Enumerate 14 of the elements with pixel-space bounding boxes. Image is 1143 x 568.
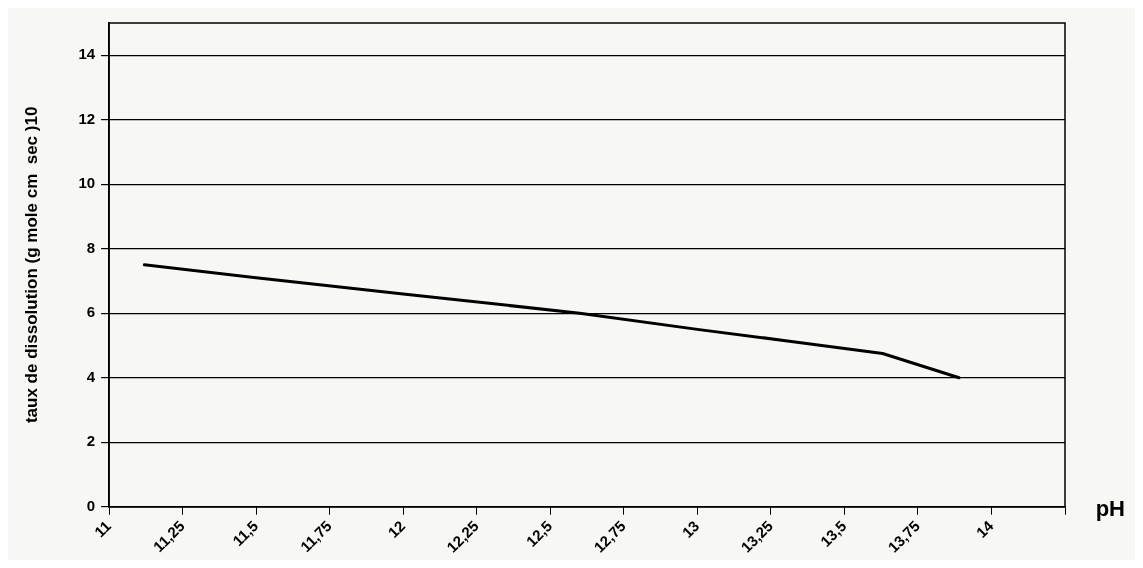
x-tick-label: 11 <box>90 517 115 541</box>
x-tick-label: 14 <box>972 516 997 541</box>
y-tick-label: 0 <box>86 496 96 514</box>
y-tick-label: 6 <box>86 303 96 321</box>
x-axis-title: pH <box>1095 496 1125 522</box>
y-tick-label: 8 <box>86 238 96 256</box>
y-tick-label: 12 <box>78 109 96 127</box>
x-tick-label: 12 <box>384 517 409 541</box>
y-tick-label: 10 <box>78 174 96 192</box>
y-axis-title: taux de dissolution (g mole cm sec )10 <box>21 106 41 424</box>
y-tick-label: 4 <box>86 367 96 385</box>
y-tick-label: 14 <box>78 45 96 63</box>
y-tick-label: 2 <box>86 432 96 450</box>
x-tick-label: 13 <box>678 517 703 541</box>
